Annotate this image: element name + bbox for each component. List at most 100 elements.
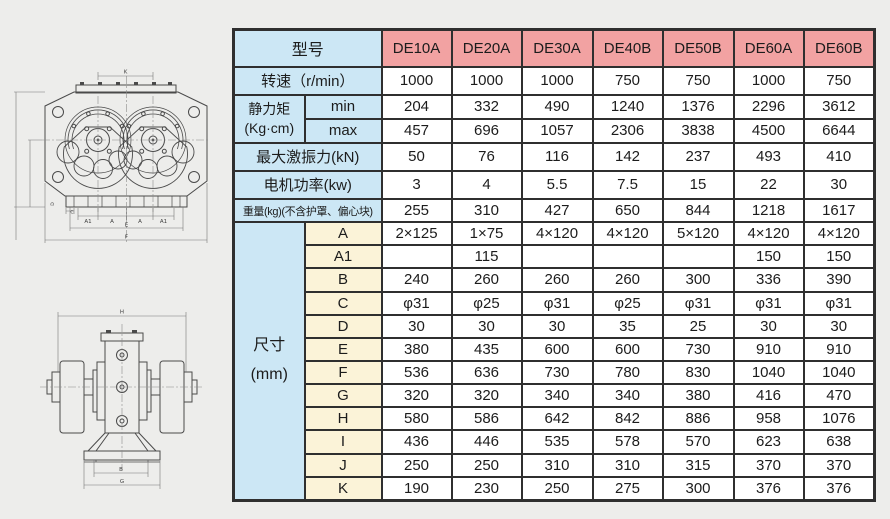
spec-cell: 5×120 bbox=[661, 221, 735, 247]
spec-cell: 1040 bbox=[732, 359, 805, 386]
spec-cell: 1000 bbox=[380, 65, 453, 96]
side-dimensions bbox=[57, 312, 187, 489]
spec-cell: 142 bbox=[591, 141, 664, 172]
spec-cell: 35 bbox=[591, 313, 664, 339]
spec-cell: 1000 bbox=[732, 65, 805, 96]
spec-cell: 22 bbox=[732, 169, 805, 200]
spec-cell: φ31 bbox=[732, 290, 805, 316]
spec-cell bbox=[661, 244, 735, 270]
spec-cell: φ31 bbox=[380, 290, 453, 316]
row-sub-label: min bbox=[303, 93, 383, 120]
column-header-de60a: DE60A bbox=[732, 28, 805, 68]
spec-cell: 380 bbox=[661, 383, 735, 409]
spec-cell: 600 bbox=[591, 336, 664, 362]
row-sub-label: G bbox=[303, 383, 383, 409]
spec-cell: 320 bbox=[380, 383, 453, 409]
spec-cell: 3 bbox=[380, 169, 453, 200]
spec-cell: 830 bbox=[661, 359, 735, 386]
spec-cell: 190 bbox=[380, 475, 453, 502]
spec-cell: 260 bbox=[520, 267, 594, 293]
spec-cell: 1218 bbox=[732, 197, 805, 224]
row-sub-label: A1 bbox=[303, 244, 383, 270]
spec-cell: 842 bbox=[591, 406, 664, 432]
spec-cell: 2×125 bbox=[380, 221, 453, 247]
spec-cell: 4500 bbox=[732, 117, 805, 144]
table-header-model-label: 型号 bbox=[232, 28, 383, 68]
spec-cell: φ25 bbox=[591, 290, 664, 316]
spec-cell: 2296 bbox=[732, 93, 805, 120]
spec-cell: 376 bbox=[732, 475, 805, 502]
dim-label-f: F bbox=[125, 235, 128, 241]
row-sub-label: B bbox=[303, 267, 383, 293]
dim-label-a-left: A bbox=[110, 219, 114, 225]
front-view-drawing bbox=[44, 82, 208, 208]
spec-cell: 750 bbox=[591, 65, 664, 96]
spec-cell: 493 bbox=[732, 141, 805, 172]
spec-cell: 600 bbox=[520, 336, 594, 362]
spec-cell: 435 bbox=[450, 336, 523, 362]
spec-cell: 4×120 bbox=[520, 221, 594, 247]
spec-cell: 116 bbox=[520, 141, 594, 172]
spec-cell: 250 bbox=[380, 452, 453, 478]
spec-cell: 30 bbox=[380, 313, 453, 339]
spec-cell: 958 bbox=[732, 406, 805, 432]
top-bolts bbox=[80, 82, 172, 85]
spec-cell: 315 bbox=[661, 452, 735, 478]
spec-cell: 1040 bbox=[802, 359, 876, 386]
side-centerlines bbox=[40, 324, 204, 470]
spec-table-container: 型号 DE10A DE20A DE30A DE40B DE50B DE60A DE60B 转速（… bbox=[232, 28, 877, 502]
spec-cell: 427 bbox=[520, 197, 594, 224]
spec-cell: 580 bbox=[380, 406, 453, 432]
row-sub-label: max bbox=[303, 117, 383, 144]
spec-cell: 340 bbox=[591, 383, 664, 409]
spec-cell: 370 bbox=[732, 452, 805, 478]
spec-cell: 370 bbox=[802, 452, 876, 478]
spec-cell: 237 bbox=[661, 141, 735, 172]
spec-cell: 150 bbox=[732, 244, 805, 270]
spec-cell: 320 bbox=[450, 383, 523, 409]
spec-cell: 30 bbox=[732, 313, 805, 339]
row-group-label: 尺寸 (mm) bbox=[232, 221, 306, 502]
spec-cell: 1×75 bbox=[450, 221, 523, 247]
row-sub-label: D bbox=[303, 313, 383, 339]
spec-cell: 336 bbox=[732, 267, 805, 293]
spec-cell: 2306 bbox=[591, 117, 664, 144]
dim-label-a1-left: A1 bbox=[84, 219, 91, 225]
spec-cell: 30 bbox=[802, 313, 876, 339]
spec-cell: 844 bbox=[661, 197, 735, 224]
column-header-de10a: DE10A bbox=[380, 28, 453, 68]
spec-cell: 416 bbox=[732, 383, 805, 409]
spec-cell: 3612 bbox=[802, 93, 876, 120]
spec-cell: 50 bbox=[380, 141, 453, 172]
spec-cell: 696 bbox=[450, 117, 523, 144]
spec-cell: 340 bbox=[520, 383, 594, 409]
spec-cell: 4×120 bbox=[732, 221, 805, 247]
spec-cell: 535 bbox=[520, 429, 594, 455]
row-sub-label: K bbox=[303, 475, 383, 502]
dim-label-c: C bbox=[70, 210, 73, 216]
spec-cell: 536 bbox=[380, 359, 453, 386]
spec-cell: 332 bbox=[450, 93, 523, 120]
spec-cell: 376 bbox=[802, 475, 876, 502]
spec-cell: 410 bbox=[802, 141, 876, 172]
column-header-de60b: DE60B bbox=[802, 28, 876, 68]
spec-cell: 310 bbox=[450, 197, 523, 224]
dim-label-a1-right: A1 bbox=[160, 219, 167, 225]
spec-cell: 3838 bbox=[661, 117, 735, 144]
spec-cell: 300 bbox=[661, 267, 735, 293]
spec-cell: 1057 bbox=[520, 117, 594, 144]
spec-cell: 636 bbox=[450, 359, 523, 386]
spec-cell: 1240 bbox=[591, 93, 664, 120]
row-sub-label: H bbox=[303, 406, 383, 432]
spec-cell: 730 bbox=[520, 359, 594, 386]
spec-cell: 4×120 bbox=[802, 221, 876, 247]
spec-cell: 457 bbox=[380, 117, 453, 144]
spec-cell: 204 bbox=[380, 93, 453, 120]
spec-cell: 255 bbox=[380, 197, 453, 224]
spec-cell: 250 bbox=[450, 452, 523, 478]
spec-cell: 750 bbox=[661, 65, 735, 96]
dim-label-h: H bbox=[120, 310, 124, 316]
spec-cell: 30 bbox=[802, 169, 876, 200]
spec-cell: 275 bbox=[591, 475, 664, 502]
